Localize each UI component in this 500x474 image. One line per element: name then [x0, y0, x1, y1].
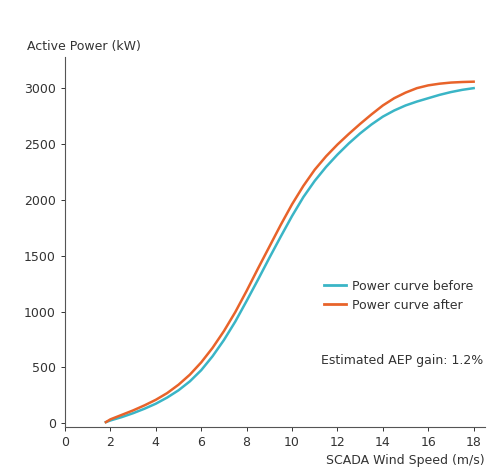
Power curve after	[436, 81, 442, 87]
Power curve before	[153, 401, 159, 407]
Power curve before	[470, 85, 476, 91]
Power curve after	[414, 85, 420, 91]
Power curve after	[402, 90, 408, 95]
Power curve before	[103, 419, 109, 425]
Power curve before	[323, 164, 329, 170]
Power curve after	[334, 142, 340, 147]
Power curve after	[312, 167, 318, 173]
Power curve after	[244, 288, 250, 294]
Power curve after	[130, 408, 136, 413]
Power curve before	[357, 130, 363, 136]
Power curve after	[460, 79, 466, 85]
Power curve before	[187, 379, 193, 384]
Power curve before	[368, 122, 374, 128]
Power curve after	[448, 80, 454, 85]
Power curve after	[391, 95, 397, 101]
Power curve after	[323, 154, 329, 159]
Power curve after	[232, 309, 238, 315]
Power curve before	[380, 114, 386, 119]
Power curve before	[266, 255, 272, 261]
Power curve after	[187, 372, 193, 377]
Power curve after	[289, 201, 295, 207]
Power curve before	[119, 414, 125, 420]
Power curve before	[425, 95, 431, 101]
Power curve before	[436, 92, 442, 98]
Line: Power curve before: Power curve before	[106, 88, 474, 422]
Power curve after	[198, 360, 204, 365]
Power curve after	[221, 328, 227, 334]
Power curve before	[334, 152, 340, 157]
X-axis label: SCADA Wind Speed (m/s): SCADA Wind Speed (m/s)	[326, 454, 485, 467]
Power curve before	[460, 87, 466, 93]
Power curve after	[119, 412, 125, 418]
Power curve after	[210, 345, 216, 351]
Power curve before	[198, 367, 204, 373]
Power curve after	[164, 390, 170, 396]
Power curve after	[368, 111, 374, 117]
Power curve after	[300, 183, 306, 189]
Power curve before	[391, 108, 397, 113]
Power curve before	[346, 141, 352, 146]
Power curve before	[164, 395, 170, 401]
Power curve before	[130, 410, 136, 416]
Power curve before	[278, 234, 283, 239]
Power curve before	[289, 213, 295, 219]
Power curve after	[153, 397, 159, 402]
Power curve after	[380, 103, 386, 109]
Power curve after	[346, 131, 352, 137]
Power curve before	[300, 194, 306, 200]
Power curve before	[176, 387, 182, 393]
Power curve after	[108, 417, 114, 422]
Power curve after	[142, 402, 148, 408]
Text: Windfit power curve: Windfit power curve	[122, 11, 378, 31]
Power curve before	[232, 319, 238, 324]
Power curve after	[266, 244, 272, 250]
Power curve before	[142, 406, 148, 411]
Text: Estimated AEP gain: 1.2%: Estimated AEP gain: 1.2%	[320, 354, 483, 366]
Power curve after	[103, 419, 109, 425]
Text: Active Power (kW): Active Power (kW)	[27, 40, 141, 53]
Power curve before	[255, 277, 261, 283]
Power curve after	[278, 222, 283, 228]
Power curve before	[312, 178, 318, 184]
Power curve after	[470, 79, 476, 84]
Power curve before	[414, 99, 420, 104]
Power curve before	[221, 337, 227, 343]
Power curve after	[357, 121, 363, 127]
Line: Power curve after: Power curve after	[106, 82, 474, 422]
Legend: Power curve before, Power curve after: Power curve before, Power curve after	[319, 274, 479, 317]
Power curve after	[255, 266, 261, 272]
Power curve before	[108, 418, 114, 423]
Power curve after	[425, 82, 431, 88]
Power curve before	[244, 298, 250, 304]
Power curve after	[176, 382, 182, 388]
Power curve before	[448, 89, 454, 95]
Power curve before	[402, 103, 408, 109]
Power curve before	[210, 354, 216, 359]
